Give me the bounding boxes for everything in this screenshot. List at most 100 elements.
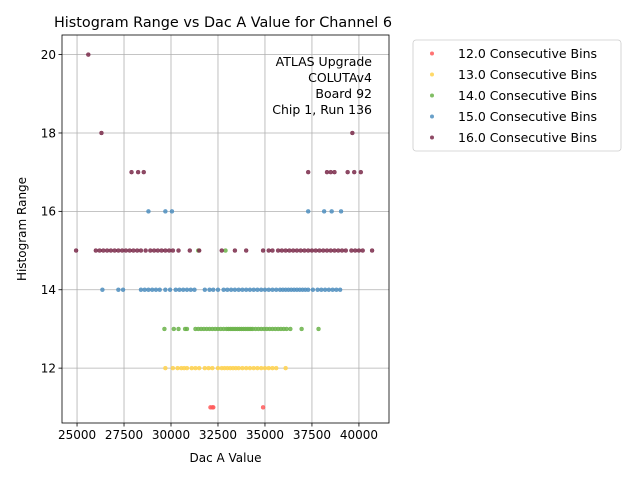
- legend-marker: [430, 51, 434, 56]
- data-point: [298, 248, 303, 253]
- data-point: [259, 287, 264, 292]
- data-point: [334, 287, 339, 292]
- data-point: [166, 248, 172, 253]
- data-point: [336, 248, 341, 253]
- data-point: [163, 287, 168, 292]
- legend-marker: [430, 93, 434, 98]
- data-point: [294, 248, 300, 253]
- data-point: [223, 248, 228, 253]
- data-point: [243, 248, 249, 253]
- data-point: [202, 365, 208, 371]
- data-point: [104, 248, 110, 253]
- data-point: [255, 287, 260, 292]
- data-point: [232, 248, 238, 253]
- data-point: [358, 169, 364, 175]
- data-point: [236, 287, 241, 292]
- data-point: [283, 248, 288, 253]
- data-point: [321, 248, 326, 253]
- data-point: [270, 287, 275, 292]
- data-point: [181, 287, 186, 292]
- y-axis-label: Histogram Range: [15, 177, 29, 281]
- series-3-points: [162, 248, 321, 332]
- data-point: [202, 287, 208, 292]
- data-point: [138, 248, 144, 253]
- data-point: [215, 365, 221, 371]
- data-point: [184, 326, 190, 332]
- data-point: [240, 287, 245, 292]
- x-tick-label: 32500: [199, 428, 237, 442]
- legend-label: 16.0 Consecutive Bins: [458, 130, 597, 145]
- annotation-line: COLUTAv4: [308, 70, 372, 85]
- data-point: [228, 287, 234, 292]
- legend-label: 13.0 Consecutive Bins: [458, 67, 597, 82]
- data-point: [155, 248, 161, 253]
- data-point: [305, 169, 311, 175]
- data-point: [321, 209, 327, 214]
- data-point: [146, 209, 151, 214]
- data-point: [266, 365, 271, 371]
- data-point: [324, 248, 330, 253]
- x-tick-label: 35000: [246, 428, 284, 442]
- plot-frame: [61, 34, 390, 424]
- data-point: [274, 365, 279, 371]
- data-point: [232, 287, 238, 292]
- data-point: [127, 248, 132, 253]
- data-point: [332, 248, 337, 253]
- data-point: [143, 248, 148, 253]
- y-tick-label: 16: [41, 205, 56, 219]
- legend: 12.0 Consecutive Bins 13.0 Consecutive Bi…: [412, 39, 622, 152]
- data-point: [345, 169, 350, 175]
- data-point: [328, 248, 333, 253]
- data-point: [316, 326, 321, 332]
- data-point: [236, 365, 241, 371]
- grid-lines: [62, 35, 389, 423]
- data-point: [153, 287, 159, 292]
- data-point: [211, 287, 216, 292]
- x-tick-label: 25000: [58, 428, 96, 442]
- data-point: [134, 248, 140, 253]
- series-5-points: [73, 52, 375, 253]
- data-point: [319, 287, 324, 292]
- data-point: [207, 287, 212, 292]
- data-point: [337, 287, 343, 292]
- data-point: [330, 287, 335, 292]
- data-point: [313, 248, 318, 253]
- data-point: [170, 248, 176, 253]
- legend-box: [412, 39, 622, 152]
- data-point: [196, 248, 202, 253]
- data-point: [260, 405, 266, 410]
- data-point: [169, 209, 175, 214]
- x-axis-ticks: 25000 27500 30000 32500 35000 37500 40000: [58, 423, 378, 442]
- data-point: [328, 169, 333, 175]
- annotation-line: ATLAS Upgrade: [276, 54, 373, 69]
- data-point: [141, 169, 146, 175]
- data-point: [99, 130, 104, 136]
- data-point: [338, 209, 344, 214]
- y-tick-label: 12: [41, 361, 56, 375]
- data-point: [322, 287, 328, 292]
- data-point: [275, 248, 281, 253]
- data-point: [284, 326, 289, 332]
- data-point: [305, 287, 311, 292]
- data-point: [163, 365, 168, 371]
- data-point: [112, 248, 117, 253]
- data-point: [100, 287, 105, 292]
- legend-marker: [430, 114, 434, 119]
- data-point: [167, 287, 173, 292]
- x-axis-label: Dac A Value: [190, 451, 262, 465]
- y-axis-ticks: 12 14 16 18 20: [41, 48, 62, 375]
- legend-marker: [430, 72, 434, 77]
- data-point: [175, 365, 180, 371]
- data-point: [360, 248, 365, 253]
- data-point: [266, 287, 271, 292]
- data-point: [219, 248, 224, 253]
- data-point: [243, 287, 249, 292]
- legend-label: 15.0 Consecutive Bins: [458, 109, 597, 124]
- data-point: [173, 287, 178, 292]
- chart-title: Histogram Range vs Dac A Value for Chann…: [54, 15, 392, 31]
- data-point: [184, 287, 190, 292]
- x-tick-label: 37500: [293, 428, 331, 442]
- series-1-points: [208, 405, 266, 410]
- data-point: [309, 248, 315, 253]
- data-point: [150, 287, 155, 292]
